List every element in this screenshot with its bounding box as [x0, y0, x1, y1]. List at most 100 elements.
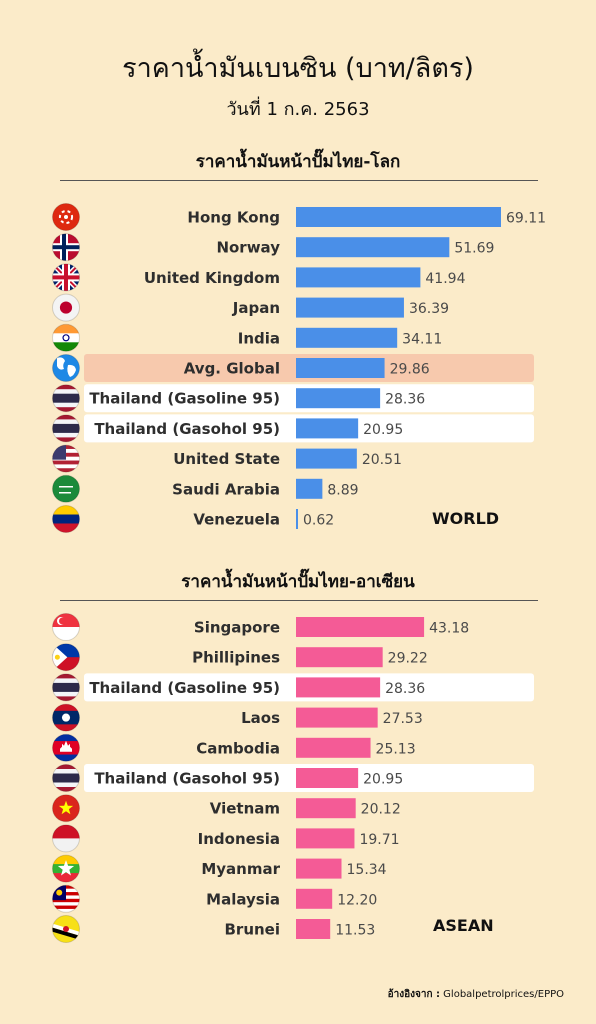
asean-section-title: ราคาน้ำมันหน้าปั๊มไทย-อาเซียน	[181, 572, 415, 592]
asean-category-label: Thailand (Gasohol 95)	[94, 770, 280, 788]
saudi-arabia-flag-icon	[52, 474, 80, 503]
page-title: ราคาน้ำมันเบนซิน (บาท/ลิตร)	[122, 53, 474, 84]
asean-row-thailand-gasoline-95: Thailand (Gasoline 95) 28.36	[52, 673, 534, 702]
myanmar-flag-icon	[52, 854, 80, 883]
asean-row-indonesia: Indonesia 19.71	[52, 824, 400, 853]
asean-row-laos: Laos 27.53	[52, 703, 423, 732]
asean-bar	[296, 919, 331, 939]
asean-value-label: 28.36	[385, 681, 425, 697]
world-row-saudi-arabia: Saudi Arabia 8.89	[52, 474, 359, 503]
world-region-label: WORLD	[432, 509, 500, 528]
asean-category-label: Vietnam	[210, 800, 280, 818]
asean-bar	[296, 828, 355, 849]
source-label: อ้างอิงจาก :	[387, 989, 440, 1000]
asean-value-label: 29.22	[388, 651, 428, 667]
world-category-label: Norway	[216, 239, 280, 257]
world-category-label: Japan	[232, 299, 280, 317]
asean-row-thailand-gasohol-95: Thailand (Gasohol 95) 20.95	[52, 764, 534, 792]
asean-bar	[296, 677, 381, 698]
asean-bar	[296, 858, 342, 879]
asean-value-label: 25.13	[376, 741, 416, 757]
asean-value-label: 20.12	[361, 802, 401, 818]
asean-row-myanmar: Myanmar 15.34	[52, 854, 387, 883]
world-category-label: India	[238, 329, 280, 347]
world-row-avg-global: Avg. Global 29.86	[52, 354, 534, 382]
asean-row-vietnam: Vietnam 20.12	[52, 794, 401, 823]
asean-category-label: Laos	[241, 709, 280, 727]
world-category-label: Hong Kong	[187, 209, 280, 227]
world-value-label: 51.69	[454, 241, 494, 257]
asean-category-label: Thailand (Gasoline 95)	[89, 679, 280, 697]
world-value-label: 28.36	[385, 392, 425, 408]
asean-value-label: 15.34	[347, 862, 387, 878]
source-text: Globalpetrolprices/EPPO	[443, 989, 564, 1000]
asean-bar	[296, 888, 333, 909]
asean-category-label: Singapore	[194, 619, 280, 637]
united-kingdom-flag-icon	[52, 263, 80, 292]
thailand-flag-icon	[52, 384, 80, 413]
world-value-label: 41.94	[425, 271, 465, 287]
indonesia-flag-icon	[52, 824, 80, 853]
philippines-flag-icon	[52, 643, 80, 672]
world-category-label: United State	[173, 450, 280, 468]
world-row-norway: Norway 51.69	[52, 233, 494, 262]
world-value-label: 69.11	[506, 211, 546, 227]
world-row-india: India 34.11	[52, 323, 442, 352]
source-credit: อ้างอิงจาก : Globalpetrolprices/EPPO	[388, 987, 564, 1002]
asean-value-label: 19.71	[359, 832, 399, 848]
asean-category-label: Indonesia	[198, 830, 280, 848]
venezuela-flag-icon	[52, 505, 80, 533]
asean-bar	[296, 737, 371, 758]
thailand-flag-icon	[52, 673, 80, 702]
world-row-hong-kong: Hong Kong 69.11	[52, 203, 546, 231]
asean-bar-chart: Singapore 43.18 Phillipines 29.22 Thailand (…	[52, 613, 534, 943]
asean-value-label: 20.95	[363, 772, 403, 788]
world-value-label: 36.39	[409, 301, 449, 317]
thailand-flag-icon	[52, 764, 80, 792]
asean-bar	[296, 707, 378, 728]
world-row-united-state: United State 20.51	[52, 444, 402, 473]
malaysia-flag-icon	[52, 884, 80, 913]
world-value-label: 20.95	[363, 422, 403, 438]
thailand-flag-icon	[52, 414, 80, 443]
asean-category-label: Brunei	[224, 921, 280, 939]
brunei-flag-icon	[52, 915, 80, 943]
world-category-label: Venezuela	[193, 511, 280, 529]
asean-category-label: Myanmar	[201, 860, 280, 878]
asean-category-label: Malaysia	[206, 890, 280, 908]
world-row-venezuela: Venezuela 0.62	[52, 505, 334, 533]
page-subtitle: วันที่ 1 ก.ค. 2563	[226, 99, 370, 120]
japan-flag-icon	[52, 293, 80, 322]
asean-row-cambodia: Cambodia 25.13	[52, 733, 416, 762]
laos-flag-icon	[52, 703, 80, 732]
world-bar	[296, 327, 398, 348]
asean-bar	[296, 798, 356, 819]
world-bar	[296, 418, 359, 439]
world-value-label: 0.62	[303, 513, 334, 529]
world-category-label: Thailand (Gasohol 95)	[94, 420, 280, 438]
world-bar	[296, 509, 298, 529]
united-states-flag-icon	[52, 444, 80, 473]
asean-bar	[296, 768, 359, 788]
world-bar	[296, 448, 357, 469]
world-bar	[296, 388, 381, 409]
world-value-label: 8.89	[327, 482, 358, 498]
india-flag-icon	[52, 323, 80, 352]
world-row-thailand-gasohol-95: Thailand (Gasohol 95) 20.95	[52, 414, 534, 443]
world-category-label: Thailand (Gasoline 95)	[89, 390, 280, 408]
asean-region-label: ASEAN	[433, 916, 494, 935]
world-row-thailand-gasoline-95: Thailand (Gasoline 95) 28.36	[52, 384, 534, 413]
asean-row-singapore: Singapore 43.18	[52, 613, 469, 641]
world-value-label: 20.51	[362, 452, 402, 468]
asean-bar	[296, 617, 425, 637]
world-divider	[60, 180, 538, 181]
vietnam-flag-icon	[52, 794, 80, 823]
world-section-title: ราคาน้ำมันหน้าปั๊มไทย-โลก	[195, 152, 401, 172]
world-category-label: United Kingdom	[144, 269, 280, 287]
world-category-label: Saudi Arabia	[172, 480, 280, 498]
hong-kong-flag-icon	[52, 203, 80, 231]
world-row-japan: Japan 36.39	[52, 293, 449, 322]
asean-value-label: 12.20	[337, 892, 377, 908]
world-category-label: Avg. Global	[184, 360, 280, 378]
world-bar	[296, 207, 501, 227]
